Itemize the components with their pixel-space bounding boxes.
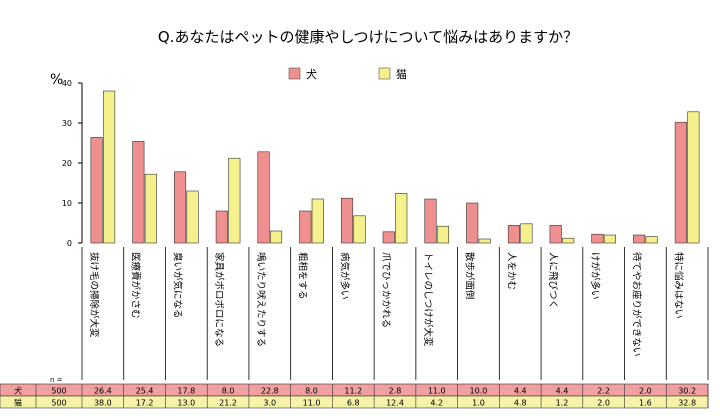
bar-cat: [353, 215, 366, 244]
data-label: 4.8: [514, 399, 527, 408]
category-labels: 抜け毛の掃除が大変 医療費がかさむ 臭いが気になる 家具がボロボロになる 鳴いたり吠えた…: [81, 247, 709, 380]
y-axis: 0 10 20 30 40: [62, 79, 83, 248]
category-label: 抜け毛の掃除が大変: [88, 252, 100, 338]
category-label: 散歩が面倒: [464, 252, 476, 300]
data-label: 21.2: [219, 399, 237, 408]
legend-label-cat: 猫: [396, 68, 407, 81]
bar-dog: [90, 137, 103, 244]
bar-dog: [215, 210, 228, 244]
data-table: n = 犬 500 26.4 25.4 17.8 8.0 22.8 8.0 11.2 2.8 11.0…: [0, 376, 709, 409]
bar-cat: [228, 157, 241, 244]
category-label: 臭いが気になる: [171, 252, 183, 319]
legend: 犬 猫: [288, 67, 407, 81]
bar-cat: [395, 193, 408, 244]
data-label: 6.8: [347, 399, 360, 408]
data-label: 25.4: [136, 387, 154, 396]
category-label: 人をかむ: [505, 252, 516, 290]
category-label: トイレのしつけが大変: [422, 252, 434, 347]
table-series-name: 猫: [14, 398, 22, 408]
bar-dog: [132, 141, 145, 244]
category-label: 医療費がかさむ: [130, 252, 142, 319]
n-label: n =: [50, 376, 63, 384]
data-label: 11.2: [344, 387, 362, 396]
category-label: 病気が多い: [338, 252, 350, 300]
data-label: 32.8: [678, 399, 696, 408]
data-label: 8.0: [305, 387, 318, 396]
bar-cat: [687, 111, 700, 244]
bar-dog: [549, 225, 562, 244]
y-tick-label: 20: [62, 159, 72, 168]
legend-swatch-dog: [288, 67, 301, 80]
table-n-value: 500: [51, 399, 66, 408]
data-label: 1.2: [556, 399, 569, 408]
bar-dog: [424, 198, 437, 244]
bar-cat: [269, 230, 283, 244]
data-label: 38.0: [94, 399, 112, 408]
data-label: 3.0: [263, 399, 276, 408]
bar-cat: [103, 90, 116, 244]
bar-cat: [436, 225, 450, 244]
bar-cat: [311, 198, 324, 244]
data-label: 11.0: [303, 399, 321, 408]
plot-area: [90, 90, 700, 244]
category-label: 鳴いたり吠えたりする: [255, 252, 267, 347]
data-label: 4.2: [430, 399, 443, 408]
y-tick-label: 10: [62, 199, 72, 208]
y-tick-label: 0: [67, 239, 72, 248]
bar-dog: [382, 231, 395, 244]
data-label: 10.0: [470, 387, 488, 396]
bar-dog: [299, 210, 312, 244]
data-label: 30.2: [678, 387, 696, 396]
category-label: 家具がボロボロになる: [213, 252, 225, 347]
category-label: 粗相をする: [297, 252, 309, 300]
y-tick-label: 40: [62, 79, 72, 88]
bar-cat: [144, 173, 157, 244]
bar-cat: [520, 223, 533, 244]
legend-label-dog: 犬: [306, 67, 317, 81]
data-label: 4.4: [514, 387, 527, 396]
bar-dog: [633, 234, 646, 244]
category-label: 特に悩みはない: [672, 252, 684, 319]
legend-swatch-cat: [378, 67, 391, 80]
data-label: 26.4: [94, 387, 112, 396]
data-label: 2.8: [389, 387, 402, 396]
data-label: 17.8: [177, 387, 195, 396]
category-label: 待てやお座りができない: [631, 252, 643, 357]
bar-dog: [340, 197, 354, 244]
bar-dog: [174, 171, 187, 244]
bar-cat: [478, 238, 491, 244]
y-axis-label: %: [50, 72, 63, 88]
data-label: 2.0: [639, 387, 652, 396]
data-label: 1.6: [639, 399, 652, 408]
category-label: けがが多い: [589, 252, 601, 300]
bar-cat: [186, 190, 199, 244]
table-n-value: 500: [51, 387, 66, 396]
category-label: 人に飛びつく: [547, 252, 558, 309]
table-series-name: 犬: [14, 386, 22, 396]
data-label: 22.8: [261, 387, 279, 396]
data-label: 1.0: [472, 399, 485, 408]
bar-dog: [466, 202, 479, 244]
data-label: 8.0: [222, 387, 235, 396]
bar-cat: [645, 236, 658, 244]
chart-title: Q.あなたはペットの健康やしつけについて悩みはありますか？: [158, 28, 578, 46]
bar-dog: [507, 225, 521, 244]
data-label: 13.0: [177, 399, 195, 408]
data-label: 4.4: [556, 387, 569, 396]
y-tick-label: 30: [62, 119, 72, 128]
bar-cat: [603, 234, 616, 244]
bar-dog: [591, 233, 604, 244]
data-label: 17.2: [136, 399, 154, 408]
data-label: 11.0: [428, 387, 446, 396]
bar-dog: [674, 121, 687, 244]
data-label: 2.2: [597, 387, 610, 396]
data-label: 12.4: [386, 399, 404, 408]
data-label: 2.0: [597, 399, 610, 408]
category-label: 爪でひっかかれる: [380, 252, 391, 328]
bar-cat: [562, 237, 575, 244]
bar-dog: [257, 151, 270, 244]
